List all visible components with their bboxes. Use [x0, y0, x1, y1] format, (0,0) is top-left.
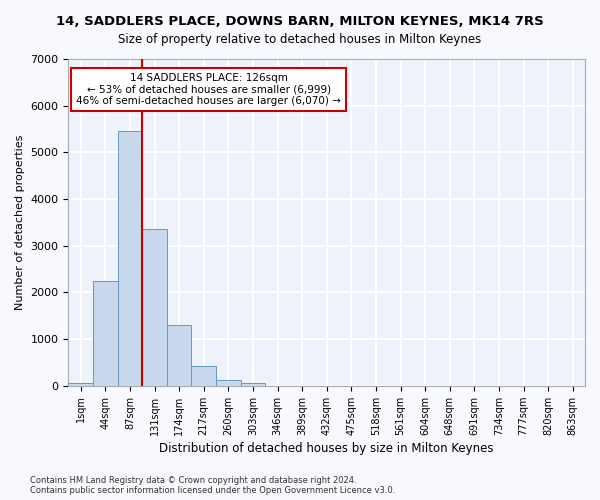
Y-axis label: Number of detached properties: Number of detached properties — [15, 134, 25, 310]
Text: 14, SADDLERS PLACE, DOWNS BARN, MILTON KEYNES, MK14 7RS: 14, SADDLERS PLACE, DOWNS BARN, MILTON K… — [56, 15, 544, 28]
Bar — [216, 380, 241, 386]
Bar — [142, 230, 167, 386]
Bar — [191, 366, 216, 386]
Text: 14 SADDLERS PLACE: 126sqm
← 53% of detached houses are smaller (6,999)
46% of se: 14 SADDLERS PLACE: 126sqm ← 53% of detac… — [76, 73, 341, 106]
Bar — [68, 384, 93, 386]
Bar — [118, 132, 142, 386]
X-axis label: Distribution of detached houses by size in Milton Keynes: Distribution of detached houses by size … — [160, 442, 494, 455]
Bar — [93, 281, 118, 386]
Bar — [167, 325, 191, 386]
Text: Size of property relative to detached houses in Milton Keynes: Size of property relative to detached ho… — [118, 32, 482, 46]
Bar — [241, 384, 265, 386]
Text: Contains HM Land Registry data © Crown copyright and database right 2024.
Contai: Contains HM Land Registry data © Crown c… — [30, 476, 395, 495]
